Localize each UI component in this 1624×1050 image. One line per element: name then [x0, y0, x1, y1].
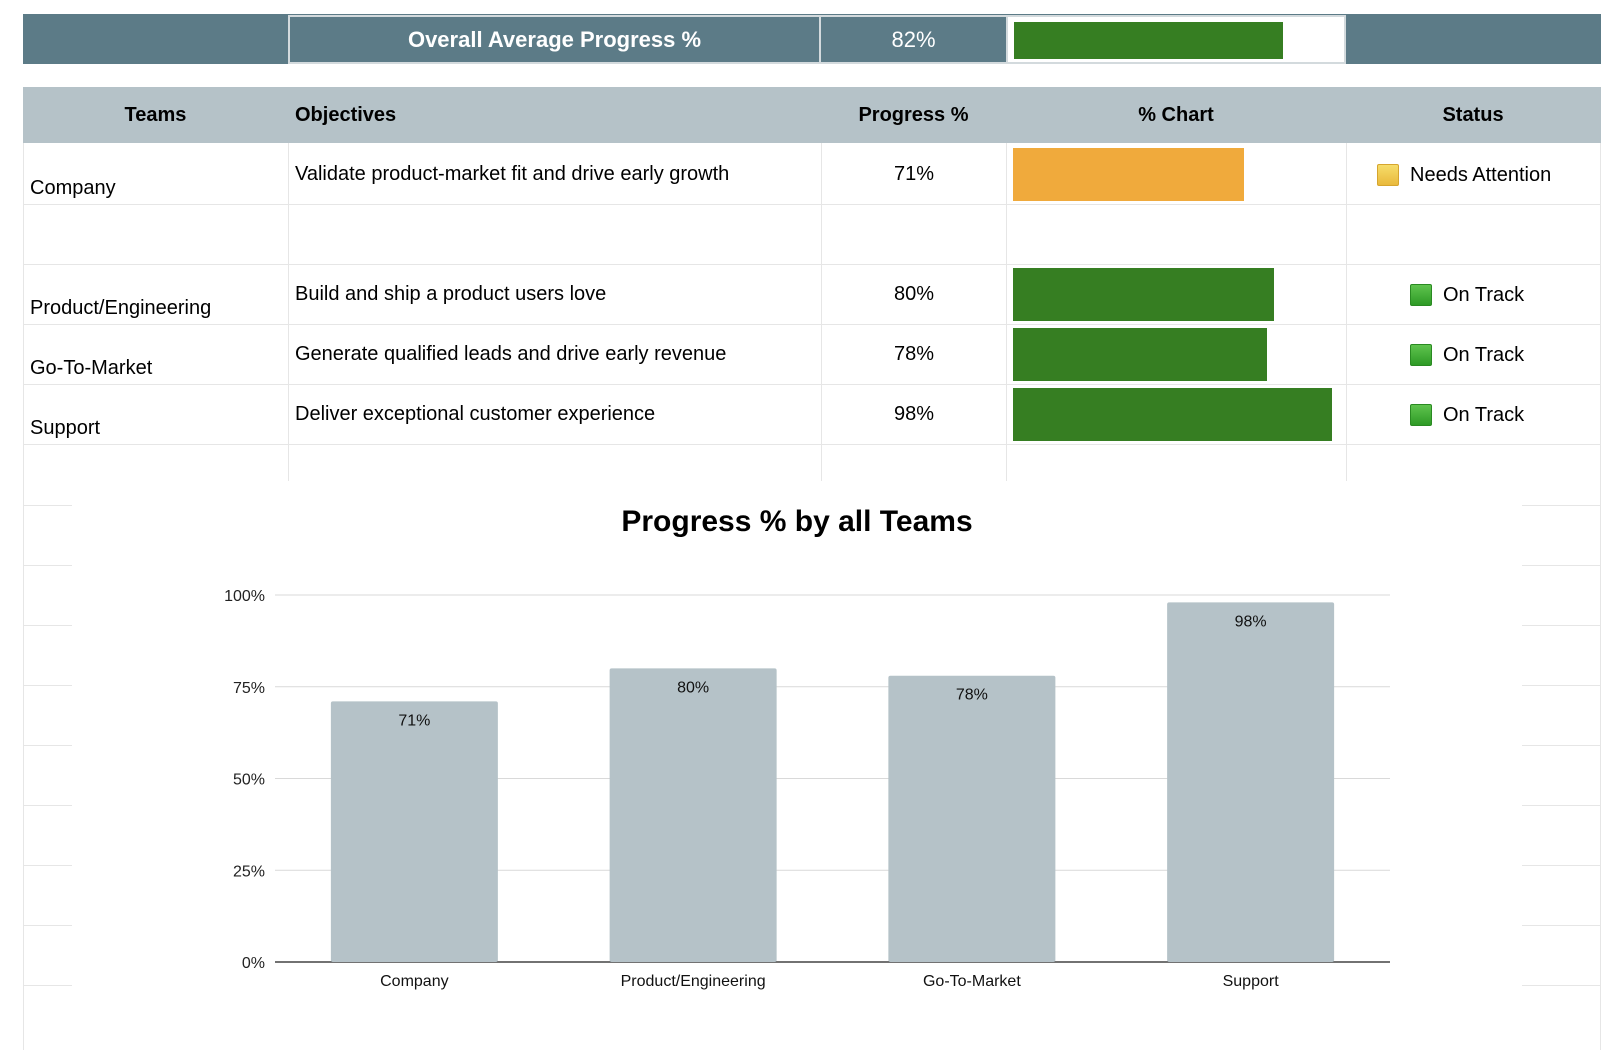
progress-value: 80% [893, 283, 935, 305]
yellow-square-icon [1377, 164, 1399, 186]
progress-bar [1013, 268, 1274, 321]
table-header [23, 87, 1601, 143]
overall-progress-value: 82% [821, 15, 1006, 64]
x-tick-label: Product/Engineering [621, 973, 766, 990]
status-cell: On Track [1410, 280, 1524, 310]
grid-line [1006, 143, 1007, 481]
data-label: 71% [398, 712, 430, 729]
status-cell: Needs Attention [1377, 160, 1551, 190]
grid-line [288, 143, 289, 481]
x-tick-label: Support [1223, 973, 1280, 990]
y-tick-label: 100% [224, 588, 265, 605]
header-status: Status [1442, 103, 1504, 126]
header-progress: Progress % [858, 103, 969, 126]
status-text: On Track [1443, 403, 1525, 426]
x-tick-label: Company [380, 973, 448, 990]
objective-text: Deliver exceptional customer experience [295, 403, 656, 425]
y-tick-label: 75% [233, 680, 265, 697]
grid-line [23, 384, 1601, 385]
grid-line [23, 143, 24, 1050]
progress-bar [1013, 148, 1245, 201]
objective-text: Build and ship a product users love [295, 283, 607, 305]
header-chart: % Chart [1138, 103, 1214, 126]
progress-value: 78% [893, 343, 935, 365]
header-teams: Teams [124, 103, 187, 126]
progress-value: 71% [893, 163, 935, 185]
objective-text: Validate product-market fit and drive ea… [295, 163, 730, 185]
overall-progress-bar [1014, 22, 1283, 59]
chart-title: Progress % by all Teams [621, 505, 973, 538]
y-tick-label: 25% [233, 863, 265, 880]
x-tick-label: Go-To-Market [923, 973, 1021, 990]
team-name: Product/Engineering [30, 297, 212, 319]
overall-progress-title: Overall Average Progress % [288, 15, 821, 64]
grid-line [23, 264, 1601, 265]
data-label: 78% [956, 687, 988, 704]
team-name: Company [30, 177, 116, 199]
status-cell: On Track [1410, 340, 1524, 370]
grid-line [23, 204, 1601, 205]
progress-bar [1013, 328, 1268, 381]
green-square-icon [1410, 344, 1432, 366]
overall-progress-chart [1006, 15, 1346, 64]
grid-line [23, 324, 1601, 325]
progress-value: 98% [893, 403, 935, 425]
status-text: On Track [1443, 343, 1525, 366]
objective-text: Generate qualified leads and drive early… [295, 343, 727, 365]
status-text: On Track [1443, 283, 1525, 306]
chart-bar [609, 668, 777, 962]
team-name: Go-To-Market [30, 357, 153, 379]
y-tick-label: 50% [233, 772, 265, 789]
chart-bar [1167, 602, 1335, 962]
status-text: Needs Attention [1410, 163, 1552, 186]
header-objectives: Objectives [295, 103, 397, 126]
chart-bar [888, 675, 1056, 962]
y-tick-label: 0% [242, 955, 265, 972]
status-cell: On Track [1410, 400, 1524, 430]
grid-line [23, 444, 1601, 445]
data-label: 80% [677, 679, 709, 696]
data-label: 98% [1235, 613, 1267, 630]
team-name: Support [30, 417, 101, 439]
grid-line [1346, 143, 1347, 481]
chart-bar [330, 701, 498, 962]
green-square-icon [1410, 284, 1432, 306]
green-square-icon [1410, 404, 1432, 426]
grid-line [1600, 143, 1601, 1050]
grid-line [821, 143, 822, 481]
progress-bar [1013, 388, 1333, 441]
